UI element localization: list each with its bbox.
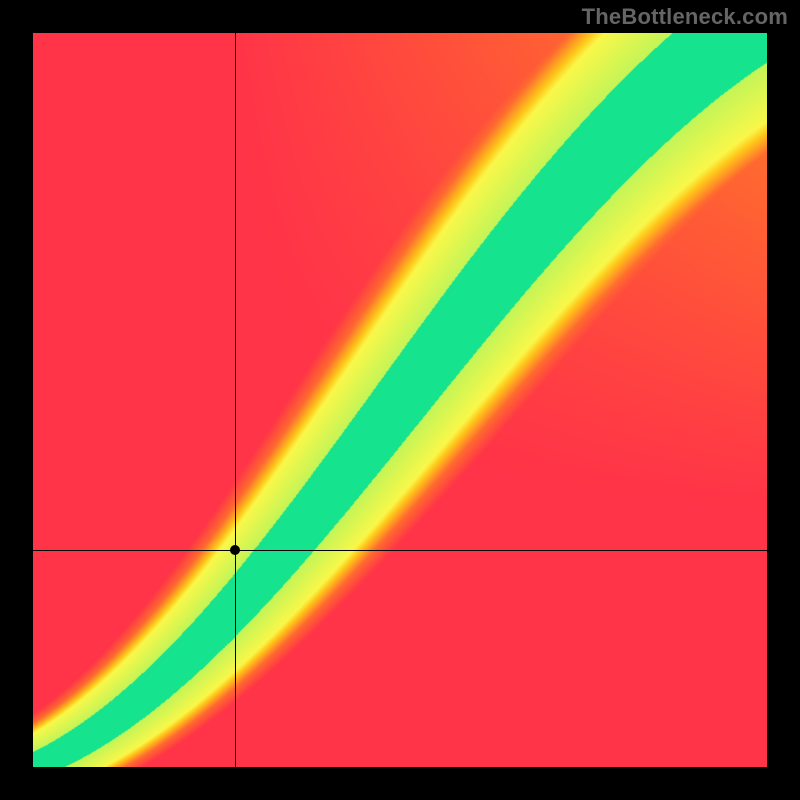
crosshair-point-marker xyxy=(230,545,240,555)
crosshair-horizontal-line xyxy=(33,550,767,551)
watermark-text: TheBottleneck.com xyxy=(582,4,788,30)
chart-frame: TheBottleneck.com xyxy=(0,0,800,800)
heatmap-plot-area xyxy=(33,33,767,767)
heatmap-canvas xyxy=(33,33,767,767)
crosshair-vertical-line xyxy=(235,33,236,767)
